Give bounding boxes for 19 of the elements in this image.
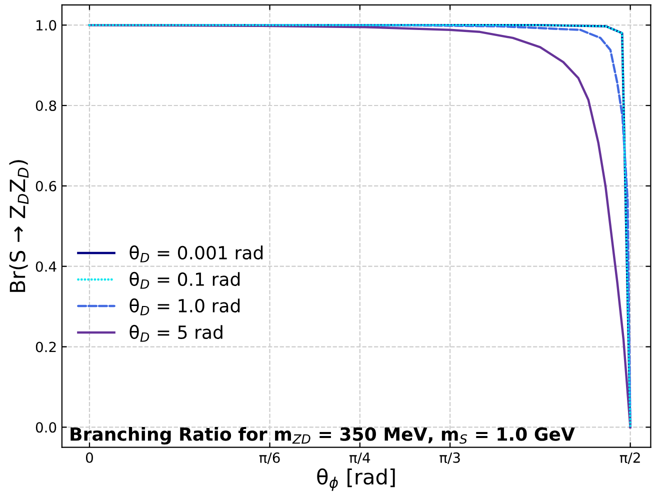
y-tick-label: 0.4 <box>36 261 56 272</box>
y-tick-label: 0.0 <box>36 422 56 433</box>
annotation: Branching Ratio for m$_{ZD}$ = 350 MeV, m$_{S}$ = 1.0 GeV <box>70 426 575 445</box>
line-series <box>88 24 632 428</box>
x-tick-label: π/6 <box>259 452 280 464</box>
y-tick-label: 0.8 <box>36 100 56 111</box>
legend-label: θ$_{D}$ = 0.001 rad <box>130 245 263 262</box>
x-tick-label: π/4 <box>349 452 370 464</box>
legend-label: θ$_{D}$ = 1.0 rad <box>130 298 240 316</box>
y-tick-label: 1.0 <box>36 20 56 31</box>
x-tick-label: π/3 <box>440 452 460 464</box>
legend-label: θ$_{D}$ = 0.1 rad <box>130 272 240 289</box>
x-tick-label: 0 <box>86 452 93 463</box>
y-axis-title: Br(S → Z$_{D}$Z$_{D}$) <box>9 160 28 292</box>
y-tick-label: 0.2 <box>36 342 56 352</box>
x-tick-label: π/2 <box>620 452 640 464</box>
legend-label: θ$_{D}$ = 5 rad <box>130 324 222 342</box>
y-tick-label: 0.6 <box>36 180 56 192</box>
x-axis-title: θ$_{ϕ}$ [rad] <box>317 468 395 491</box>
